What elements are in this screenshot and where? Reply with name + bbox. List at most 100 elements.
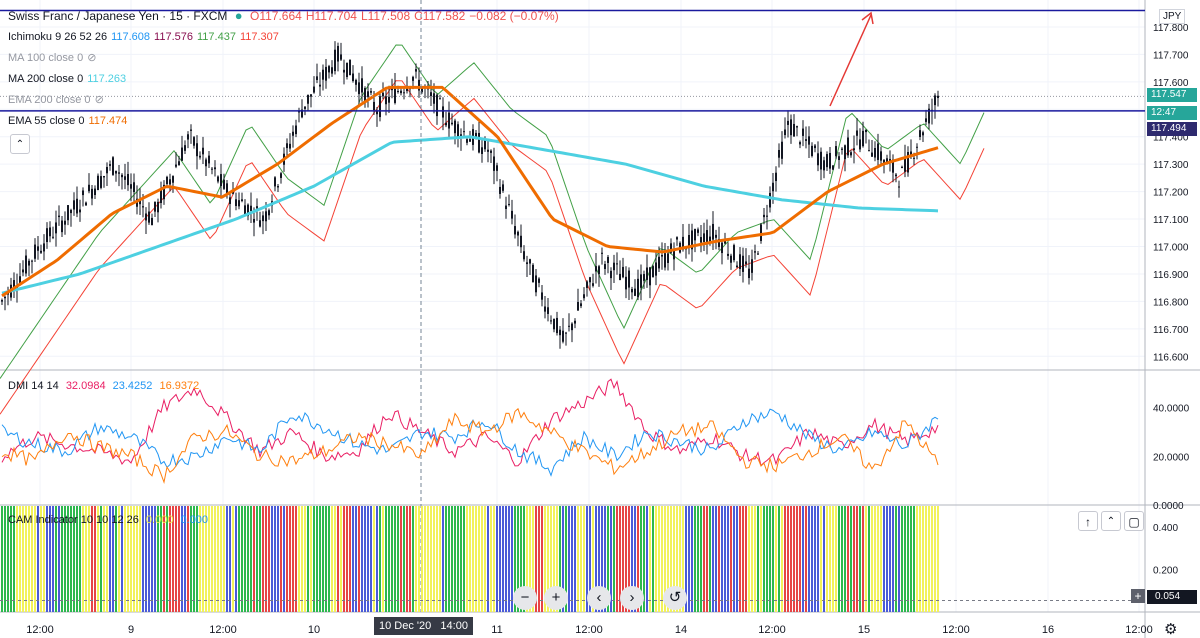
candle-body [499, 186, 501, 194]
candle-body [712, 223, 714, 240]
cam-bar [547, 506, 549, 612]
indicator-value: 117.437 [196, 31, 236, 43]
cam-bar [541, 506, 543, 612]
candle-body [1, 300, 3, 302]
cam-bar [874, 506, 876, 612]
pane-maximize-button[interactable]: ▢ [1124, 511, 1144, 531]
candle-body [694, 228, 696, 241]
candle-body [85, 202, 87, 206]
cam-bar [865, 506, 867, 612]
candle-body [25, 255, 27, 274]
candle-body [568, 325, 570, 327]
candle-body [418, 79, 420, 91]
cam-bar [436, 506, 438, 612]
candle-body [802, 128, 804, 136]
candle-body [349, 59, 351, 76]
candle-body [394, 86, 396, 103]
candle-body [556, 317, 558, 334]
chart-settings-button[interactable]: ⌃ [10, 134, 30, 154]
candle-body [553, 318, 555, 330]
add-alert-icon[interactable]: + [1131, 589, 1145, 603]
candle-body [547, 307, 549, 314]
eye-hidden-icon[interactable]: ⊘ [87, 52, 97, 64]
scroll-left-button[interactable]: ‹ [587, 586, 611, 610]
candle-body [244, 205, 246, 217]
candle-body [877, 143, 879, 160]
cam-bar [157, 506, 159, 612]
cam-bar [43, 506, 45, 612]
cam-bar [313, 506, 315, 612]
cam-bar [877, 506, 879, 612]
candle-body [751, 259, 753, 273]
cam-bar [19, 506, 21, 612]
cam-bar [559, 506, 561, 612]
x-tick-label: 12:00 [758, 624, 786, 636]
cam-tick-label: 0.200 [1153, 566, 1178, 577]
candle-body [655, 262, 657, 276]
candle-body [154, 201, 156, 212]
horizontal-line-price-tag: 117.494 [1147, 122, 1197, 136]
cam-bar [502, 506, 504, 612]
cam-bar [397, 506, 399, 612]
candle-body [805, 139, 807, 141]
candle-body [856, 130, 858, 136]
candle-body [583, 294, 585, 299]
reset-chart-button[interactable]: ↺ [663, 586, 687, 610]
eye-hidden-icon[interactable]: ⊘ [94, 94, 104, 106]
candle-body [880, 151, 882, 161]
cam-bar [790, 506, 792, 612]
pane-move-up-button[interactable]: ↑ [1078, 511, 1098, 531]
cam-bar [907, 506, 909, 612]
settings-gear-icon[interactable]: ⚙ [1164, 621, 1178, 638]
candle-body [259, 220, 261, 227]
cam-bar [805, 506, 807, 612]
candle-body [784, 129, 786, 136]
ichimoku-span-a [0, 44, 985, 379]
candle-body [916, 146, 918, 148]
cam-bar [676, 506, 678, 612]
cam-bar [280, 506, 282, 612]
cam-bar [427, 506, 429, 612]
candle-body [403, 92, 405, 94]
candle-body [508, 203, 510, 205]
candle-body [565, 332, 567, 334]
candle-body [535, 275, 537, 293]
x-tick-label: 12:00 [209, 624, 237, 636]
y-tick-label: 117.600 [1153, 78, 1189, 89]
cam-bar [460, 506, 462, 612]
ohlc-open: O117.664 [249, 9, 302, 23]
scroll-right-button[interactable]: › [620, 586, 644, 610]
candle-body [238, 200, 240, 207]
candle-body [703, 233, 705, 242]
candle-body [103, 176, 105, 178]
cam-bar [163, 506, 165, 612]
zoom-out-button[interactable]: − [513, 586, 537, 610]
candle-body [361, 78, 363, 93]
ohlc-close: C117.582 [414, 9, 466, 23]
zoom-in-button[interactable]: + [544, 586, 568, 610]
cam-bar [472, 506, 474, 612]
candle-body [619, 273, 621, 281]
candle-body [265, 211, 267, 222]
candle-body [865, 129, 867, 133]
candle-body [763, 214, 765, 218]
candle-body [730, 255, 732, 263]
candle-body [58, 215, 60, 218]
cam-bar [868, 506, 870, 612]
cam-bar [10, 506, 12, 612]
cam-bar [343, 506, 345, 612]
candle-body [658, 256, 660, 269]
candle-body [97, 175, 99, 191]
cam-bar [322, 506, 324, 612]
candle-body [325, 66, 327, 81]
candle-body [211, 168, 213, 170]
cam-bar [613, 506, 615, 612]
candle-body [634, 288, 636, 296]
cam-bar [136, 506, 138, 612]
cam-bar [466, 506, 468, 612]
x-tick-label: 16 [1042, 624, 1054, 636]
bar-countdown-tag: 12:47 [1147, 106, 1197, 120]
pane-collapse-button[interactable]: ⌃ [1101, 511, 1121, 531]
cam-bar [856, 506, 858, 612]
